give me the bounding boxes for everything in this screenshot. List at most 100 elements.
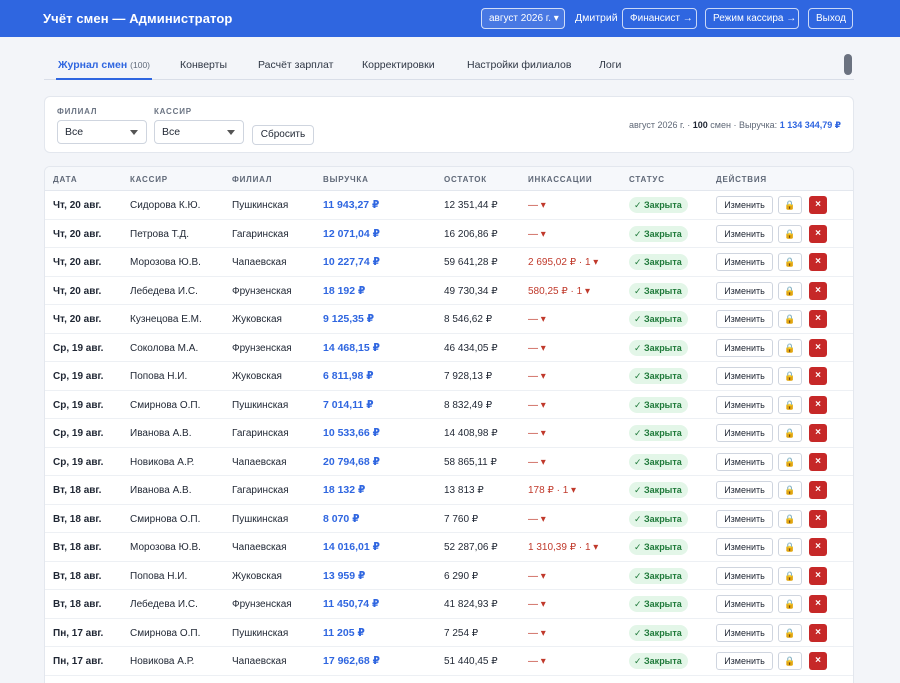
tab-adjustments[interactable]: Корректировки (362, 59, 435, 71)
lock-icon[interactable]: 🔒 (778, 623, 802, 642)
row-branch: Чапаевская (232, 456, 287, 468)
lock-icon[interactable]: 🔒 (778, 566, 802, 585)
row-collections-toggle[interactable]: 580,25 ₽ · 1 ▾ (528, 285, 590, 297)
summary-line: август 2026 г. · 100 смен · Выручка: 1 1… (629, 120, 841, 131)
row-collections-toggle[interactable]: — ▾ (528, 314, 546, 325)
tab-branch-settings[interactable]: Настройки филиалов (467, 59, 572, 71)
branch-filter-select[interactable]: Все (57, 120, 147, 144)
row-collections-toggle[interactable]: 178 ₽ · 1 ▾ (528, 485, 577, 496)
row-collections-toggle[interactable]: — ▾ (528, 599, 546, 610)
edit-button[interactable]: Изменить (716, 566, 773, 585)
edit-button[interactable]: Изменить (716, 623, 773, 642)
lock-icon[interactable]: 🔒 (778, 538, 802, 556)
delete-icon[interactable]: × (809, 652, 827, 670)
edit-button[interactable]: Изменить (716, 367, 773, 385)
row-revenue: 14 468,15 ₽ (323, 341, 380, 354)
row-collections-toggle[interactable]: — ▾ (528, 200, 546, 211)
edit-button[interactable]: Изменить (716, 224, 773, 243)
delete-icon[interactable]: × (809, 367, 827, 385)
month-selector-button[interactable]: август 2026 г. ▾ (481, 8, 565, 29)
column-header-revenue: ВЫРУЧКА (323, 175, 369, 184)
edit-button[interactable]: Изменить (716, 253, 773, 271)
row-collections-toggle[interactable]: — ▾ (528, 228, 546, 240)
row-collections-toggle[interactable]: — ▾ (528, 428, 546, 439)
tab-shift-journal[interactable]: Журнал смен (100) (55, 59, 153, 80)
row-collections-toggle[interactable]: 2 695,02 ₽ · 1 ▾ (528, 257, 599, 268)
row-collections-toggle[interactable]: 1 310,39 ₽ · 1 ▾ (528, 542, 599, 553)
row-collections-toggle[interactable]: — ▾ (528, 627, 546, 639)
row-collections-toggle[interactable]: — ▾ (528, 570, 546, 582)
row-date: Вт, 18 авг. (53, 542, 102, 553)
row-branch: Фрунзенская (232, 599, 292, 610)
finance-mode-button[interactable]: Финансист → (622, 8, 697, 29)
tab-logs[interactable]: Логи (599, 59, 622, 71)
tab-payroll[interactable]: Расчёт зарплат (258, 59, 334, 71)
row-collections-toggle[interactable]: — ▾ (528, 513, 546, 525)
row-collections-toggle[interactable]: — ▾ (528, 456, 546, 468)
delete-icon[interactable]: × (809, 566, 827, 585)
edit-button[interactable]: Изменить (716, 395, 773, 414)
delete-icon[interactable]: × (809, 310, 827, 328)
edit-button[interactable]: Изменить (716, 281, 773, 300)
lock-icon[interactable]: 🔒 (778, 452, 802, 471)
row-revenue: 10 533,66 ₽ (323, 427, 380, 439)
delete-icon[interactable]: × (809, 224, 827, 243)
row-collections-toggle[interactable]: — ▾ (528, 371, 546, 382)
edit-button[interactable]: Изменить (716, 509, 773, 528)
lock-icon[interactable]: 🔒 (778, 367, 802, 385)
delete-icon[interactable]: × (809, 509, 827, 528)
row-branch: Пушкинская (232, 513, 289, 525)
row-collections-toggle[interactable]: — ▾ (528, 342, 546, 354)
edit-button[interactable]: Изменить (716, 652, 773, 670)
lock-icon[interactable]: 🔒 (778, 338, 802, 357)
delete-icon[interactable]: × (809, 538, 827, 556)
delete-icon[interactable]: × (809, 338, 827, 357)
lock-icon[interactable]: 🔒 (778, 310, 802, 328)
delete-icon[interactable]: × (809, 196, 827, 214)
lock-icon[interactable]: 🔒 (778, 224, 802, 243)
row-date: Пн, 17 авг. (53, 627, 104, 639)
cashier-filter-select[interactable]: Все (154, 120, 244, 144)
row-revenue: 8 070 ₽ (323, 512, 360, 525)
logout-button[interactable]: Выход (808, 8, 853, 29)
lock-icon[interactable]: 🔒 (778, 595, 802, 613)
lock-icon[interactable]: 🔒 (778, 395, 802, 414)
delete-icon[interactable]: × (809, 595, 827, 613)
edit-button[interactable]: Изменить (716, 595, 773, 613)
delete-icon[interactable]: × (809, 395, 827, 414)
delete-icon[interactable]: × (809, 623, 827, 642)
edit-button[interactable]: Изменить (716, 452, 773, 471)
delete-icon[interactable]: × (809, 452, 827, 471)
cashier-mode-button[interactable]: Режим кассира → (705, 8, 799, 29)
table-row: Пн, 17 авг. Новикова А.Р. Чапаевская 17 962… (45, 647, 853, 676)
lock-icon[interactable]: 🔒 (778, 652, 802, 670)
edit-button[interactable]: Изменить (716, 424, 773, 442)
row-collections-toggle[interactable]: — ▾ (528, 399, 546, 411)
column-header-status: СТАТУС (629, 175, 665, 184)
delete-icon[interactable]: × (809, 281, 827, 300)
edit-button[interactable]: Изменить (716, 481, 773, 499)
tab-scrollbar[interactable] (844, 54, 852, 75)
lock-icon[interactable]: 🔒 (778, 253, 802, 271)
lock-icon[interactable]: 🔒 (778, 281, 802, 300)
tab-count: (100) (130, 60, 151, 70)
status-badge: ✓ Закрыта (629, 596, 688, 612)
delete-icon[interactable]: × (809, 253, 827, 271)
tab-envelopes[interactable]: Конверты (180, 59, 228, 71)
edit-button[interactable]: Изменить (716, 196, 773, 214)
lock-icon[interactable]: 🔒 (778, 424, 802, 442)
row-rest: 59 641,28 ₽ (444, 257, 498, 268)
edit-button[interactable]: Изменить (716, 310, 773, 328)
reset-filters-button[interactable]: Сбросить (252, 125, 314, 145)
lock-icon[interactable]: 🔒 (778, 509, 802, 528)
edit-button[interactable]: Изменить (716, 538, 773, 556)
row-cashier: Иванова А.В. (130, 485, 192, 496)
delete-icon[interactable]: × (809, 481, 827, 499)
delete-icon[interactable]: × (809, 424, 827, 442)
row-collections-toggle[interactable]: — ▾ (528, 656, 546, 667)
row-rest: 58 865,11 ₽ (444, 456, 497, 468)
lock-icon[interactable]: 🔒 (778, 481, 802, 499)
edit-button[interactable]: Изменить (716, 338, 773, 357)
row-date: Ср, 19 авг. (53, 371, 104, 382)
lock-icon[interactable]: 🔒 (778, 196, 802, 214)
